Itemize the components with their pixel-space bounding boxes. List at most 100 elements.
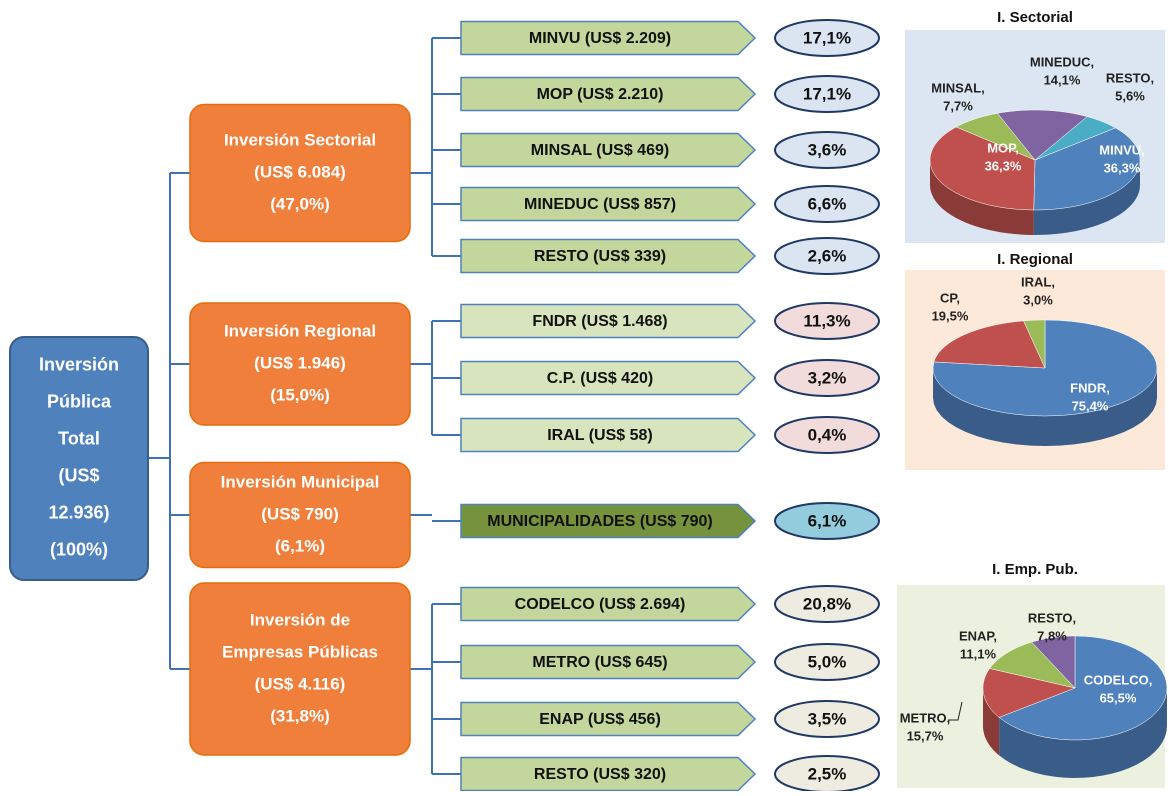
slice-value: 5,6% <box>1115 88 1145 103</box>
root-text: (US$ <box>58 465 99 485</box>
group-text: (15,0%) <box>270 385 330 404</box>
item-label: METRO (US$ 645) <box>532 654 667 671</box>
share-label: 2,5% <box>808 764 847 783</box>
share-label: 17,1% <box>803 28 851 47</box>
pie-slice <box>933 320 1046 369</box>
pie-slice <box>997 109 1088 161</box>
item-arrow <box>460 644 757 680</box>
slice-name: FNDR, <box>1070 380 1110 395</box>
group-box <box>189 103 411 243</box>
leader-line <box>948 701 963 721</box>
group-box <box>189 461 411 569</box>
item-label: C.P. (US$ 420) <box>547 370 653 387</box>
share-oval <box>774 75 880 113</box>
pie-slice <box>1033 127 1141 211</box>
group-box <box>189 582 411 756</box>
item-label: MOP (US$ 2.210) <box>537 86 664 103</box>
item-arrow <box>460 756 757 792</box>
group-text: Inversión Municipal <box>221 472 380 491</box>
pie-side <box>999 688 1167 778</box>
pie-side <box>933 368 1157 446</box>
root-text: 12.936) <box>48 502 109 522</box>
share-oval <box>774 302 880 340</box>
item-label: IRAL (US$ 58) <box>547 427 653 444</box>
root-text: Pública <box>47 391 112 411</box>
slice-value: 15,7% <box>907 728 944 743</box>
pie-side <box>930 160 1034 235</box>
slice-value: 19,5% <box>932 308 969 323</box>
root-text: Total <box>58 428 100 448</box>
share-oval <box>774 359 880 397</box>
item-arrow <box>460 417 757 453</box>
share-oval <box>774 700 880 738</box>
slice-name: RESTO, <box>1106 70 1154 85</box>
share-label: 0,4% <box>808 425 847 444</box>
root-text: Inversión <box>39 354 119 374</box>
slice-value: 36,3% <box>985 158 1022 173</box>
pie-slice <box>955 113 1036 161</box>
item-arrow <box>460 701 757 737</box>
item-arrow <box>460 238 757 274</box>
item-arrow <box>460 360 757 396</box>
pie-slice <box>989 641 1076 689</box>
share-oval <box>774 237 880 275</box>
slice-name: METRO, <box>900 710 951 725</box>
slice-value: 75,4% <box>1072 398 1109 413</box>
pie-slice <box>1034 116 1117 161</box>
slice-value: 7,8% <box>1037 628 1067 643</box>
group-text: Empresas Públicas <box>222 642 378 661</box>
item-arrow <box>460 132 757 168</box>
pie-slice <box>998 635 1168 741</box>
item-label: MINSAL (US$ 469) <box>531 142 669 159</box>
share-oval <box>774 643 880 681</box>
group-text: (US$ 6.084) <box>254 162 346 181</box>
slice-name: RESTO, <box>1028 610 1076 625</box>
group-text: (47,0%) <box>270 194 330 213</box>
slice-name: IRAL, <box>1021 274 1055 289</box>
item-arrow <box>460 586 757 622</box>
pie-slice <box>929 126 1036 211</box>
item-label: MUNICIPALIDADES (US$ 790) <box>487 513 713 530</box>
item-arrow <box>460 503 757 539</box>
pie-slice <box>1031 635 1076 689</box>
group-text: (US$ 4.116) <box>255 674 346 693</box>
group-text: (US$ 790) <box>261 504 338 523</box>
root-box <box>9 336 149 581</box>
slice-name: MOP, <box>987 140 1019 155</box>
group-text: Inversión Regional <box>224 321 376 340</box>
slice-value: 3,0% <box>1023 292 1053 307</box>
group-text: (US$ 1.946) <box>254 353 346 372</box>
slice-name: ENAP, <box>959 628 997 643</box>
group-text: (6,1%) <box>275 536 325 555</box>
item-arrow <box>460 186 757 222</box>
share-oval <box>774 185 880 223</box>
item-label: CODELCO (US$ 2.694) <box>515 596 686 613</box>
pie-side <box>1033 160 1140 235</box>
slice-value: 7,7% <box>943 98 973 113</box>
group-text: Inversión de <box>250 610 350 629</box>
share-label: 3,5% <box>808 709 847 728</box>
group-box <box>189 302 411 426</box>
slice-value: 65,5% <box>1100 690 1137 705</box>
share-oval <box>774 502 880 540</box>
item-label: MINEDUC (US$ 857) <box>524 196 676 213</box>
share-label: 11,3% <box>803 311 850 330</box>
pie-slice <box>982 668 1076 718</box>
pie-title: I. Emp. Pub. <box>992 561 1078 578</box>
slice-name: MINVU, <box>1099 142 1145 157</box>
item-label: ENAP (US$ 456) <box>539 711 661 728</box>
share-oval <box>774 416 880 454</box>
share-label: 3,2% <box>808 368 847 387</box>
share-label: 6,1% <box>808 511 847 530</box>
item-label: RESTO (US$ 320) <box>534 766 666 783</box>
share-label: 17,1% <box>803 84 851 103</box>
root-text: (100%) <box>50 539 108 559</box>
group-text: Inversión Sectorial <box>224 130 376 149</box>
share-oval <box>774 585 880 623</box>
slice-value: 14,1% <box>1044 72 1081 87</box>
item-arrow <box>460 20 757 56</box>
slice-name: MINEDUC, <box>1030 54 1094 69</box>
share-label: 3,6% <box>808 140 847 159</box>
share-oval <box>774 131 880 169</box>
